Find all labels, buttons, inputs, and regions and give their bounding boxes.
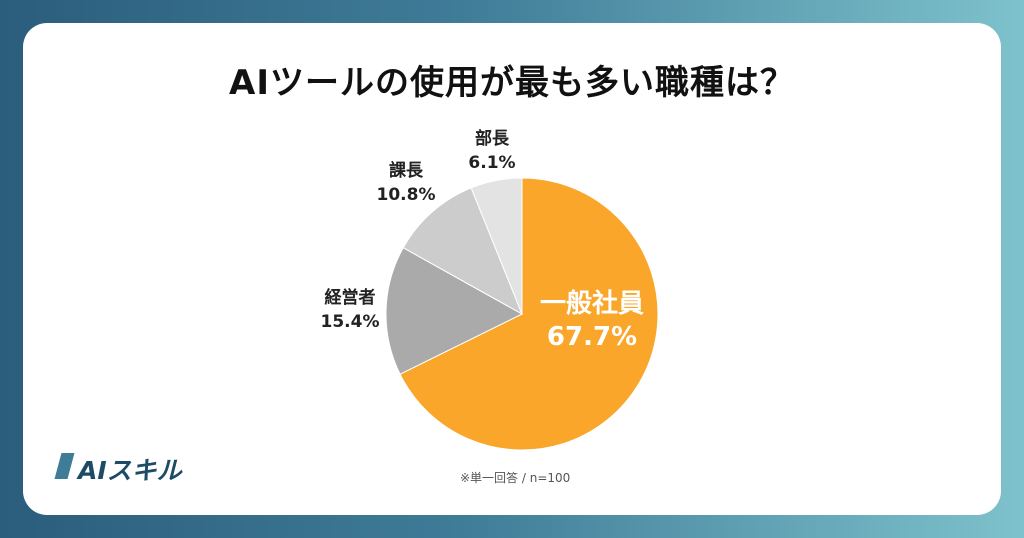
slice-name-label: 一般社員	[540, 288, 644, 319]
chart-title: AIツールの使用が最も多い職種は？	[229, 63, 795, 103]
slice-value-label: 6.1%	[468, 153, 515, 173]
slice-name-label: 課長	[389, 160, 424, 181]
slice-value-label: 10.8%	[377, 185, 436, 205]
pie-slice-1	[399, 177, 659, 451]
slice-value-label: 67.7%	[547, 322, 637, 352]
pie-slice-4	[470, 177, 523, 315]
survey-note: ※単一回答 / n=100	[460, 471, 571, 485]
logo-text: AIスキル	[78, 456, 182, 485]
slice-name-label: 部長	[475, 128, 510, 149]
slice-name-label: 経営者	[325, 287, 376, 308]
pie-slice-3	[402, 187, 523, 316]
pie-slice-2	[385, 247, 524, 375]
slice-value-label: 15.4%	[321, 312, 380, 332]
